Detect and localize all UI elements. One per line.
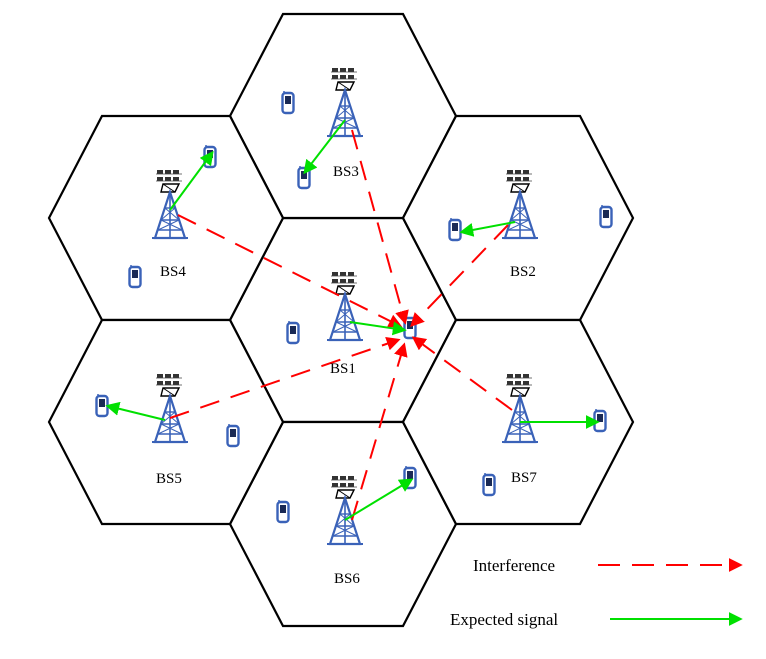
label-bs7: BS7: [511, 470, 537, 486]
interference-arrow: [411, 336, 513, 411]
cell-bs5: [47, 318, 285, 526]
expected-signal-arrow: [105, 401, 166, 421]
legend-interference-label: Interference: [473, 556, 555, 575]
expected-signal-arrow: [169, 150, 214, 211]
mobile-phone-icon: [599, 203, 613, 229]
mobile-phone-icon: [226, 422, 240, 448]
mobile-phone-icon: [128, 263, 142, 289]
mobile-phone-icon: [276, 498, 290, 524]
interference-arrow: [351, 129, 409, 325]
mobile-phone-icon: [593, 407, 607, 433]
interference-arrow: [410, 224, 509, 328]
expected-signal-arrow: [303, 119, 346, 175]
mobile-phone-icon: [95, 392, 109, 418]
mobile-phone-icon: [403, 464, 417, 490]
expected-signal-arrow: [344, 478, 414, 521]
label-bs1: BS1: [330, 361, 356, 377]
mobile-phone-icon: [281, 89, 295, 115]
station-labels: BS1 BS2 BS3 BS4 BS5 BS6 BS7: [156, 164, 537, 587]
label-bs2: BS2: [510, 264, 536, 280]
mobile-phone-icon: [482, 471, 496, 497]
label-bs6: BS6: [334, 571, 360, 587]
legend-expected-signal-label: Expected signal: [450, 610, 558, 629]
label-bs5: BS5: [156, 471, 182, 487]
expected-signal-arrow: [349, 321, 407, 336]
signal-arrows: [105, 119, 600, 521]
mobile-phone-icon: [448, 216, 462, 242]
legend: Interference Expected signal: [450, 556, 743, 629]
label-bs3: BS3: [333, 164, 359, 180]
interference-arrow: [177, 214, 403, 328]
mobile-phone-icon: [403, 314, 417, 340]
label-bs4: BS4: [160, 264, 186, 280]
expected-signal-arrow: [459, 221, 516, 237]
mobile-phone-icon: [286, 319, 300, 345]
interference-arrow: [169, 337, 401, 419]
